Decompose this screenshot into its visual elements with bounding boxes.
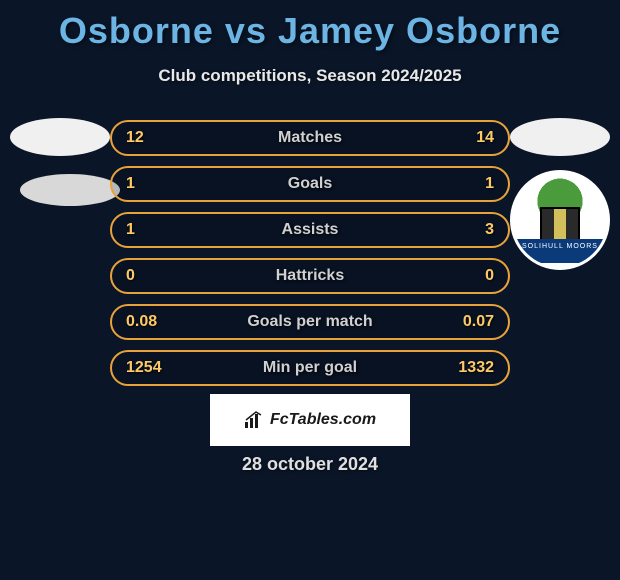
stat-left-value: 1254	[126, 359, 176, 377]
stat-right-value: 1	[444, 175, 494, 193]
chart-icon	[244, 411, 264, 429]
stat-right-value: 3	[444, 221, 494, 239]
stat-row-goals: 1 Goals 1	[110, 166, 510, 202]
stat-right-value: 0.07	[444, 313, 494, 331]
footer-date: 28 october 2024	[0, 454, 620, 475]
stat-left-value: 1	[126, 175, 176, 193]
stat-label: Matches	[176, 129, 444, 147]
stat-left-value: 0.08	[126, 313, 176, 331]
player-left-avatar	[10, 118, 110, 156]
player-right-avatar	[510, 118, 610, 156]
stat-left-value: 0	[126, 267, 176, 285]
stats-table: 12 Matches 14 1 Goals 1 1 Assists 3 0 Ha…	[110, 120, 510, 396]
stat-row-goals-per-match: 0.08 Goals per match 0.07	[110, 304, 510, 340]
stat-right-value: 0	[444, 267, 494, 285]
player-right-club-badge: SOLIHULL MOORS	[510, 170, 610, 270]
stat-row-matches: 12 Matches 14	[110, 120, 510, 156]
stat-left-value: 12	[126, 129, 176, 147]
stat-label: Hattricks	[176, 267, 444, 285]
stat-label: Min per goal	[176, 359, 444, 377]
site-label: FcTables.com	[270, 411, 376, 429]
stat-right-value: 14	[444, 129, 494, 147]
stat-label: Goals	[176, 175, 444, 193]
page-title: Osborne vs Jamey Osborne	[0, 0, 620, 52]
stat-row-assists: 1 Assists 3	[110, 212, 510, 248]
page-subtitle: Club competitions, Season 2024/2025	[0, 66, 620, 86]
player-left-club-badge	[20, 174, 120, 206]
stat-label: Goals per match	[176, 313, 444, 331]
stat-right-value: 1332	[444, 359, 494, 377]
site-badge: FcTables.com	[210, 394, 410, 446]
stat-label: Assists	[176, 221, 444, 239]
club-name-ring: SOLIHULL MOORS	[513, 239, 607, 263]
stat-row-min-per-goal: 1254 Min per goal 1332	[110, 350, 510, 386]
stat-row-hattricks: 0 Hattricks 0	[110, 258, 510, 294]
stat-left-value: 1	[126, 221, 176, 239]
